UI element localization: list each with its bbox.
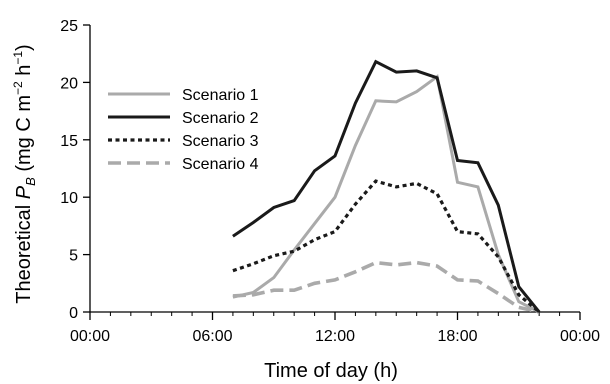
x-tick-label: 18:00: [437, 328, 477, 345]
y-axis-title-subscript: B: [23, 177, 38, 186]
y-axis-title-exp1: −2: [11, 81, 25, 95]
y-tick-label: 20: [60, 75, 78, 92]
y-tick-label: 25: [60, 18, 78, 35]
series-line-scenario-1: [232, 74, 540, 314]
y-tick-label: 5: [69, 248, 78, 265]
x-tick-label: 00:00: [70, 328, 110, 345]
y-axis-title-units-open: (mg C m: [13, 95, 35, 177]
legend-label: Scenario 3: [182, 133, 259, 150]
x-tick-label: 00:00: [560, 328, 600, 345]
legend-label: Scenario 2: [182, 110, 259, 127]
y-axis-title-symbol: P: [13, 185, 35, 199]
x-ticks: 00:00 06:00 12:00 18:00 00:00: [70, 312, 600, 345]
y-tick-label: 10: [60, 190, 78, 207]
series-line-scenario-4: [232, 260, 540, 314]
x-tick-label: 06:00: [192, 328, 232, 345]
y-tick-label: 0: [69, 305, 78, 322]
series-lines: [232, 59, 541, 314]
y-axis-title-main: Theoretical: [13, 199, 35, 304]
y-axis-title-units-close: ): [13, 44, 35, 51]
y-ticks: 0 5 10 15 20 25: [60, 18, 90, 322]
series-line-scenario-2: [232, 59, 541, 313]
y-axis-title-exp2: −1: [11, 51, 25, 65]
legend-label: Scenario 1: [182, 87, 259, 104]
y-axis-title-units-mid: h: [13, 65, 35, 82]
y-tick-label: 15: [60, 133, 78, 150]
x-tick-label: 12:00: [315, 328, 355, 345]
x-axis-title: Time of day (h): [264, 360, 398, 382]
y-axis-title: Theoretical PB (mg C m−2 h−1): [11, 44, 38, 303]
legend-label: Scenario 4: [182, 156, 259, 173]
legend: Scenario 1 Scenario 2 Scenario 3 Scenario 4: [108, 87, 259, 173]
series-line-scenario-3: [232, 179, 541, 314]
